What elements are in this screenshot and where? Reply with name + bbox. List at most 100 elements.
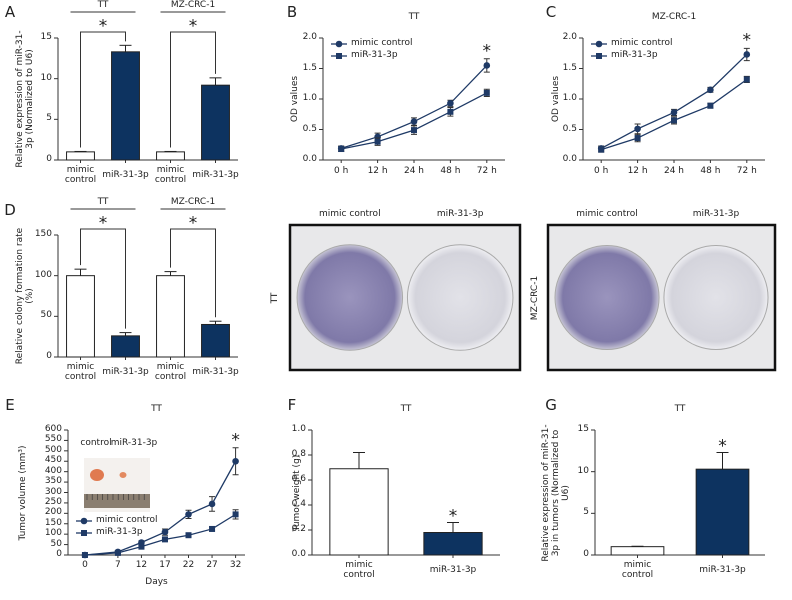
bar <box>156 151 185 161</box>
panel-letter: G <box>545 395 557 414</box>
y-tick-label: 250 <box>44 496 62 507</box>
legend-label: mimic control <box>96 515 158 526</box>
y-tick-label: 1.0 <box>302 93 317 104</box>
significance-bracket <box>170 31 216 148</box>
photo-row-label: MZ-CRC-1 <box>530 275 541 320</box>
x-tick-label: 12 h <box>627 166 648 177</box>
chart-title: TT <box>408 12 420 23</box>
significance-marker: * <box>742 31 752 52</box>
x-tick-label: mimic control <box>64 362 97 382</box>
x-tick-label: mimic control <box>343 560 375 580</box>
significance-marker: * <box>482 41 492 62</box>
y-tick-label: 1.5 <box>302 62 317 73</box>
group-label: MZ-CRC-1 <box>170 0 216 11</box>
data-point <box>114 549 121 556</box>
data-point <box>411 127 417 134</box>
y-tick-label: 1.5 <box>562 62 577 73</box>
y-tick-label: 0.5 <box>562 123 577 134</box>
y-tick-label: 0.6 <box>291 474 306 485</box>
bar <box>66 275 95 358</box>
chart-title: TT <box>400 404 412 415</box>
panel-letter: C <box>545 2 557 21</box>
error-bar <box>209 496 216 512</box>
data-point <box>634 135 641 142</box>
colony-plate <box>554 244 660 351</box>
y-tick-label: 10 <box>40 72 52 83</box>
panel-letter: D <box>4 200 16 219</box>
x-tick-label: miR-31-3p <box>699 565 746 576</box>
y-tick-label: 0.4 <box>291 499 306 510</box>
legend-marker <box>80 517 88 525</box>
data-point <box>208 500 216 508</box>
y-tick-label: 0.0 <box>562 154 577 165</box>
data-point <box>410 118 418 125</box>
y-tick-label: 0.8 <box>291 449 306 460</box>
x-tick-label: 27 <box>206 560 218 571</box>
y-tick-label: 50 <box>40 310 52 321</box>
x-tick-label: miR-31-3p <box>192 170 239 181</box>
legend-marker <box>596 53 602 59</box>
y-tick-label: 150 <box>44 517 62 528</box>
data-point <box>209 525 216 532</box>
data-point <box>185 532 192 539</box>
bar <box>329 468 389 556</box>
data-point <box>707 102 714 109</box>
significance-marker: * <box>98 16 108 37</box>
data-point <box>232 457 239 465</box>
significance-bracket <box>80 228 126 329</box>
colony-plate <box>406 244 514 351</box>
data-point <box>743 76 750 83</box>
x-tick-label: 17 <box>159 560 171 571</box>
panel-letter: E <box>5 395 15 414</box>
bar <box>111 335 140 358</box>
x-tick-label: mimic control <box>154 165 187 185</box>
x-tick-label: 7 <box>115 560 121 571</box>
y-axis-label: OD values <box>290 75 301 123</box>
colony-plate <box>663 244 769 351</box>
bar <box>111 51 140 161</box>
chart-title: TT <box>674 404 686 415</box>
data-point <box>338 146 345 153</box>
y-tick-label: 300 <box>44 486 62 497</box>
significance-marker: * <box>718 436 727 457</box>
y-tick-label: 0.5 <box>302 123 317 134</box>
significance-marker: * <box>188 213 198 234</box>
y-tick-label: 10 <box>577 465 589 476</box>
significance-marker: * <box>188 16 198 37</box>
bar <box>156 275 185 358</box>
bar <box>610 546 665 556</box>
y-tick-label: 0 <box>46 154 52 165</box>
data-point <box>374 138 381 145</box>
y-tick-label: 1.0 <box>562 93 577 104</box>
x-tick-label: 24 h <box>403 166 425 177</box>
y-tick-label: 100 <box>34 269 52 280</box>
y-tick-label: 200 <box>44 507 62 518</box>
data-point <box>185 511 192 518</box>
significance-bracket <box>80 31 126 148</box>
photo-column-label: mimic control <box>576 209 638 220</box>
panel-letter: F <box>287 395 297 414</box>
x-tick-label: 48 h <box>700 166 721 177</box>
x-tick-label: 22 <box>182 560 195 571</box>
y-tick-label: 350 <box>44 476 62 487</box>
group-label: MZ-CRC-1 <box>170 197 216 208</box>
x-tick-label: 72 h <box>736 166 757 177</box>
y-axis-label: Tumor weight (g) <box>292 454 303 531</box>
x-tick-label: mimic control <box>64 165 97 185</box>
x-tick-label: 0 h <box>334 166 349 177</box>
y-axis-label: OD values <box>551 75 562 123</box>
y-tick-label: 400 <box>44 465 62 476</box>
legend-label: miR-31-3p <box>611 50 658 61</box>
y-tick-label: 0 <box>46 351 52 362</box>
legend-label: mimic control <box>351 38 413 49</box>
data-point <box>743 51 751 58</box>
data-point <box>671 117 677 124</box>
legend-marker <box>335 40 343 48</box>
data-point <box>138 543 145 550</box>
bar <box>66 151 95 161</box>
data-point <box>161 528 169 536</box>
x-tick-label: 48 h <box>440 166 461 177</box>
y-tick-label: 0.2 <box>291 524 306 535</box>
y-tick-label: 0.0 <box>302 154 317 165</box>
x-tick-label: 24 h <box>663 166 685 177</box>
